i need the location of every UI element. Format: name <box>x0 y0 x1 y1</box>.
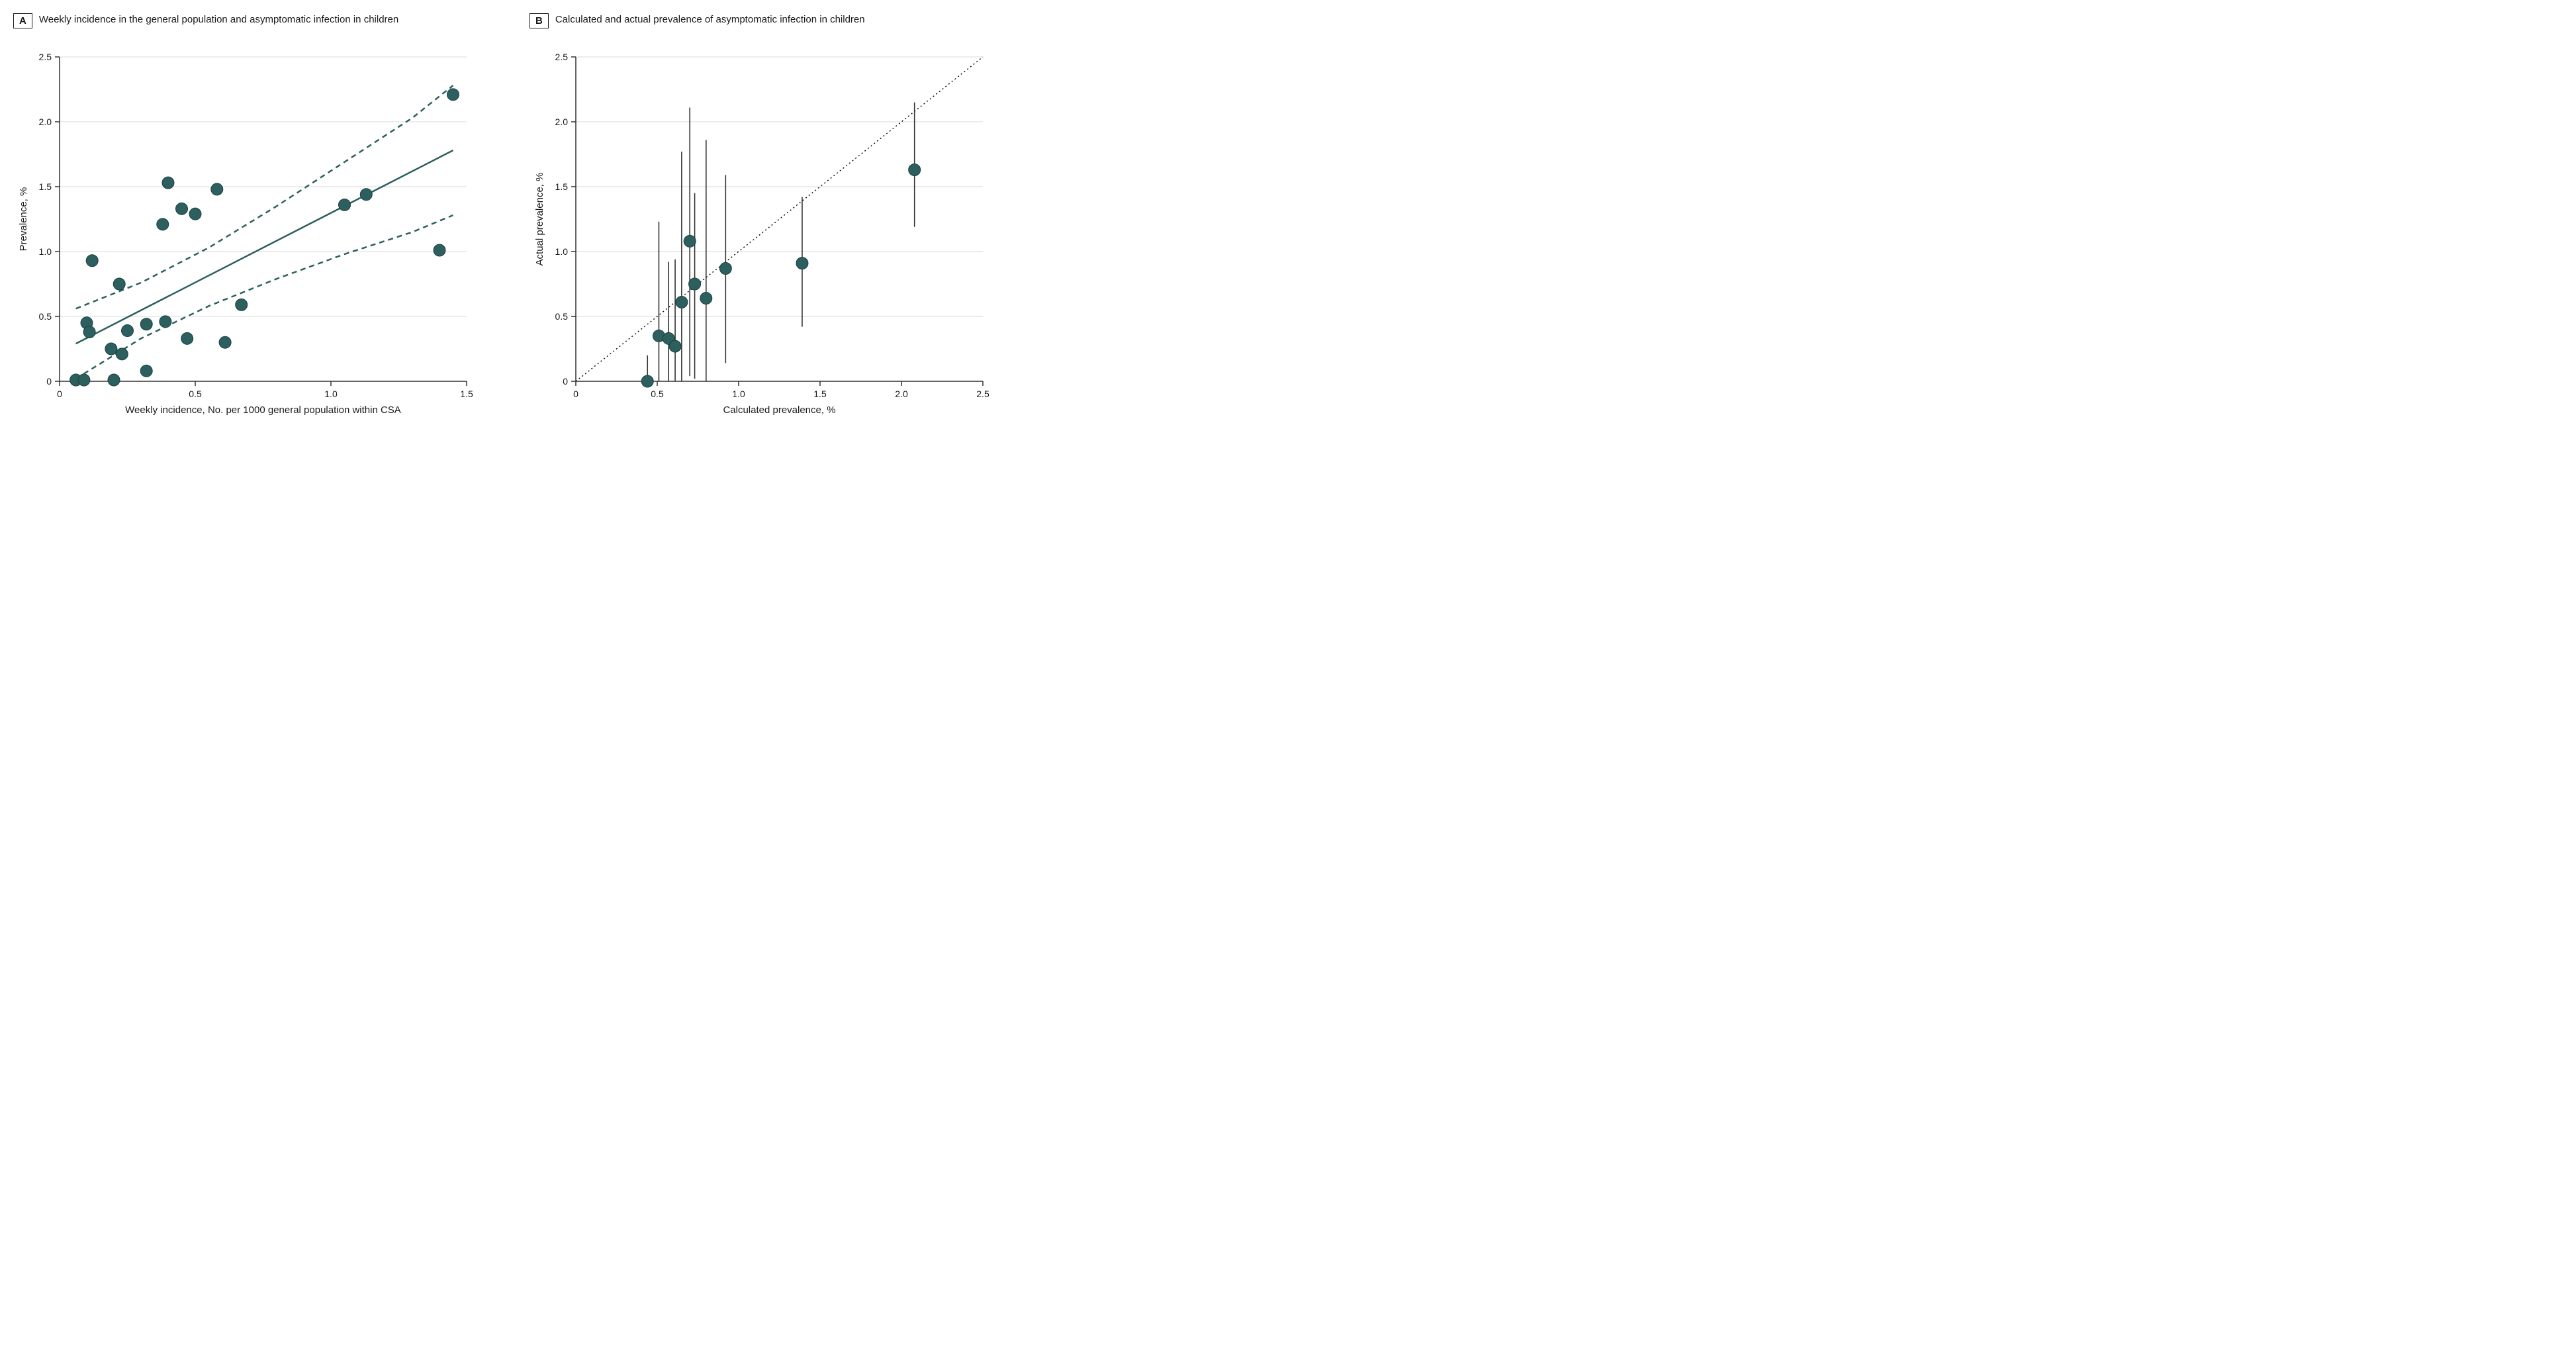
svg-text:2.0: 2.0 <box>39 117 52 127</box>
svg-text:2.0: 2.0 <box>555 117 569 127</box>
panel-b-letter: B <box>529 13 549 28</box>
panel-b-svg: 0 0.5 1.0 1.5 2.0 2.5 0 0.5 1.0 1.5 2.0 2.5 Calculat… <box>529 50 993 421</box>
svg-text:2.5: 2.5 <box>976 389 989 399</box>
svg-text:2.0: 2.0 <box>895 389 908 399</box>
svg-text:1.0: 1.0 <box>324 389 338 399</box>
svg-text:0.5: 0.5 <box>39 311 52 322</box>
svg-text:1.0: 1.0 <box>555 246 569 257</box>
figure-container: A Weekly incidence in the general popula… <box>13 13 1006 421</box>
svg-text:0.5: 0.5 <box>189 389 202 399</box>
svg-text:0.5: 0.5 <box>555 311 569 322</box>
panel-a: A Weekly incidence in the general popula… <box>13 13 490 421</box>
panel-b-chart: 0 0.5 1.0 1.5 2.0 2.5 0 0.5 1.0 1.5 2.0 2.5 Calculat… <box>529 50 1006 421</box>
panel-b-title: Calculated and actual prevalence of asym… <box>555 13 865 26</box>
panel-a-header: A Weekly incidence in the general popula… <box>13 13 490 42</box>
panel-a-chart: 0 0.5 1.0 1.5 0 0.5 1.0 1.5 2.0 2.5 Weekly inciden… <box>13 50 490 421</box>
svg-text:Weekly incidence, No. per 1000: Weekly incidence, No. per 1000 general p… <box>125 404 401 416</box>
svg-text:1.5: 1.5 <box>460 389 473 399</box>
panel-a-letter: A <box>13 13 32 28</box>
panel-a-svg: 0 0.5 1.0 1.5 0 0.5 1.0 1.5 2.0 2.5 Weekly inciden… <box>13 50 477 421</box>
svg-text:0: 0 <box>563 376 568 387</box>
svg-text:0: 0 <box>57 389 62 399</box>
svg-text:1.5: 1.5 <box>555 181 569 192</box>
panel-b: B Calculated and actual prevalence of as… <box>529 13 1006 421</box>
svg-text:0: 0 <box>573 389 578 399</box>
svg-text:2.5: 2.5 <box>39 52 52 62</box>
svg-text:Prevalence, %: Prevalence, % <box>18 187 29 252</box>
svg-text:0.5: 0.5 <box>651 389 664 399</box>
svg-text:Calculated prevalence, %: Calculated prevalence, % <box>723 404 835 416</box>
svg-text:1.5: 1.5 <box>813 389 827 399</box>
svg-text:Actual prevalence, %: Actual prevalence, % <box>534 173 545 266</box>
svg-text:1.0: 1.0 <box>732 389 745 399</box>
panel-b-header: B Calculated and actual prevalence of as… <box>529 13 1006 42</box>
svg-text:2.5: 2.5 <box>555 52 569 62</box>
svg-text:0: 0 <box>46 376 52 387</box>
svg-text:1.5: 1.5 <box>39 181 52 192</box>
svg-text:1.0: 1.0 <box>39 246 52 257</box>
panel-a-title: Weekly incidence in the general populati… <box>39 13 398 26</box>
